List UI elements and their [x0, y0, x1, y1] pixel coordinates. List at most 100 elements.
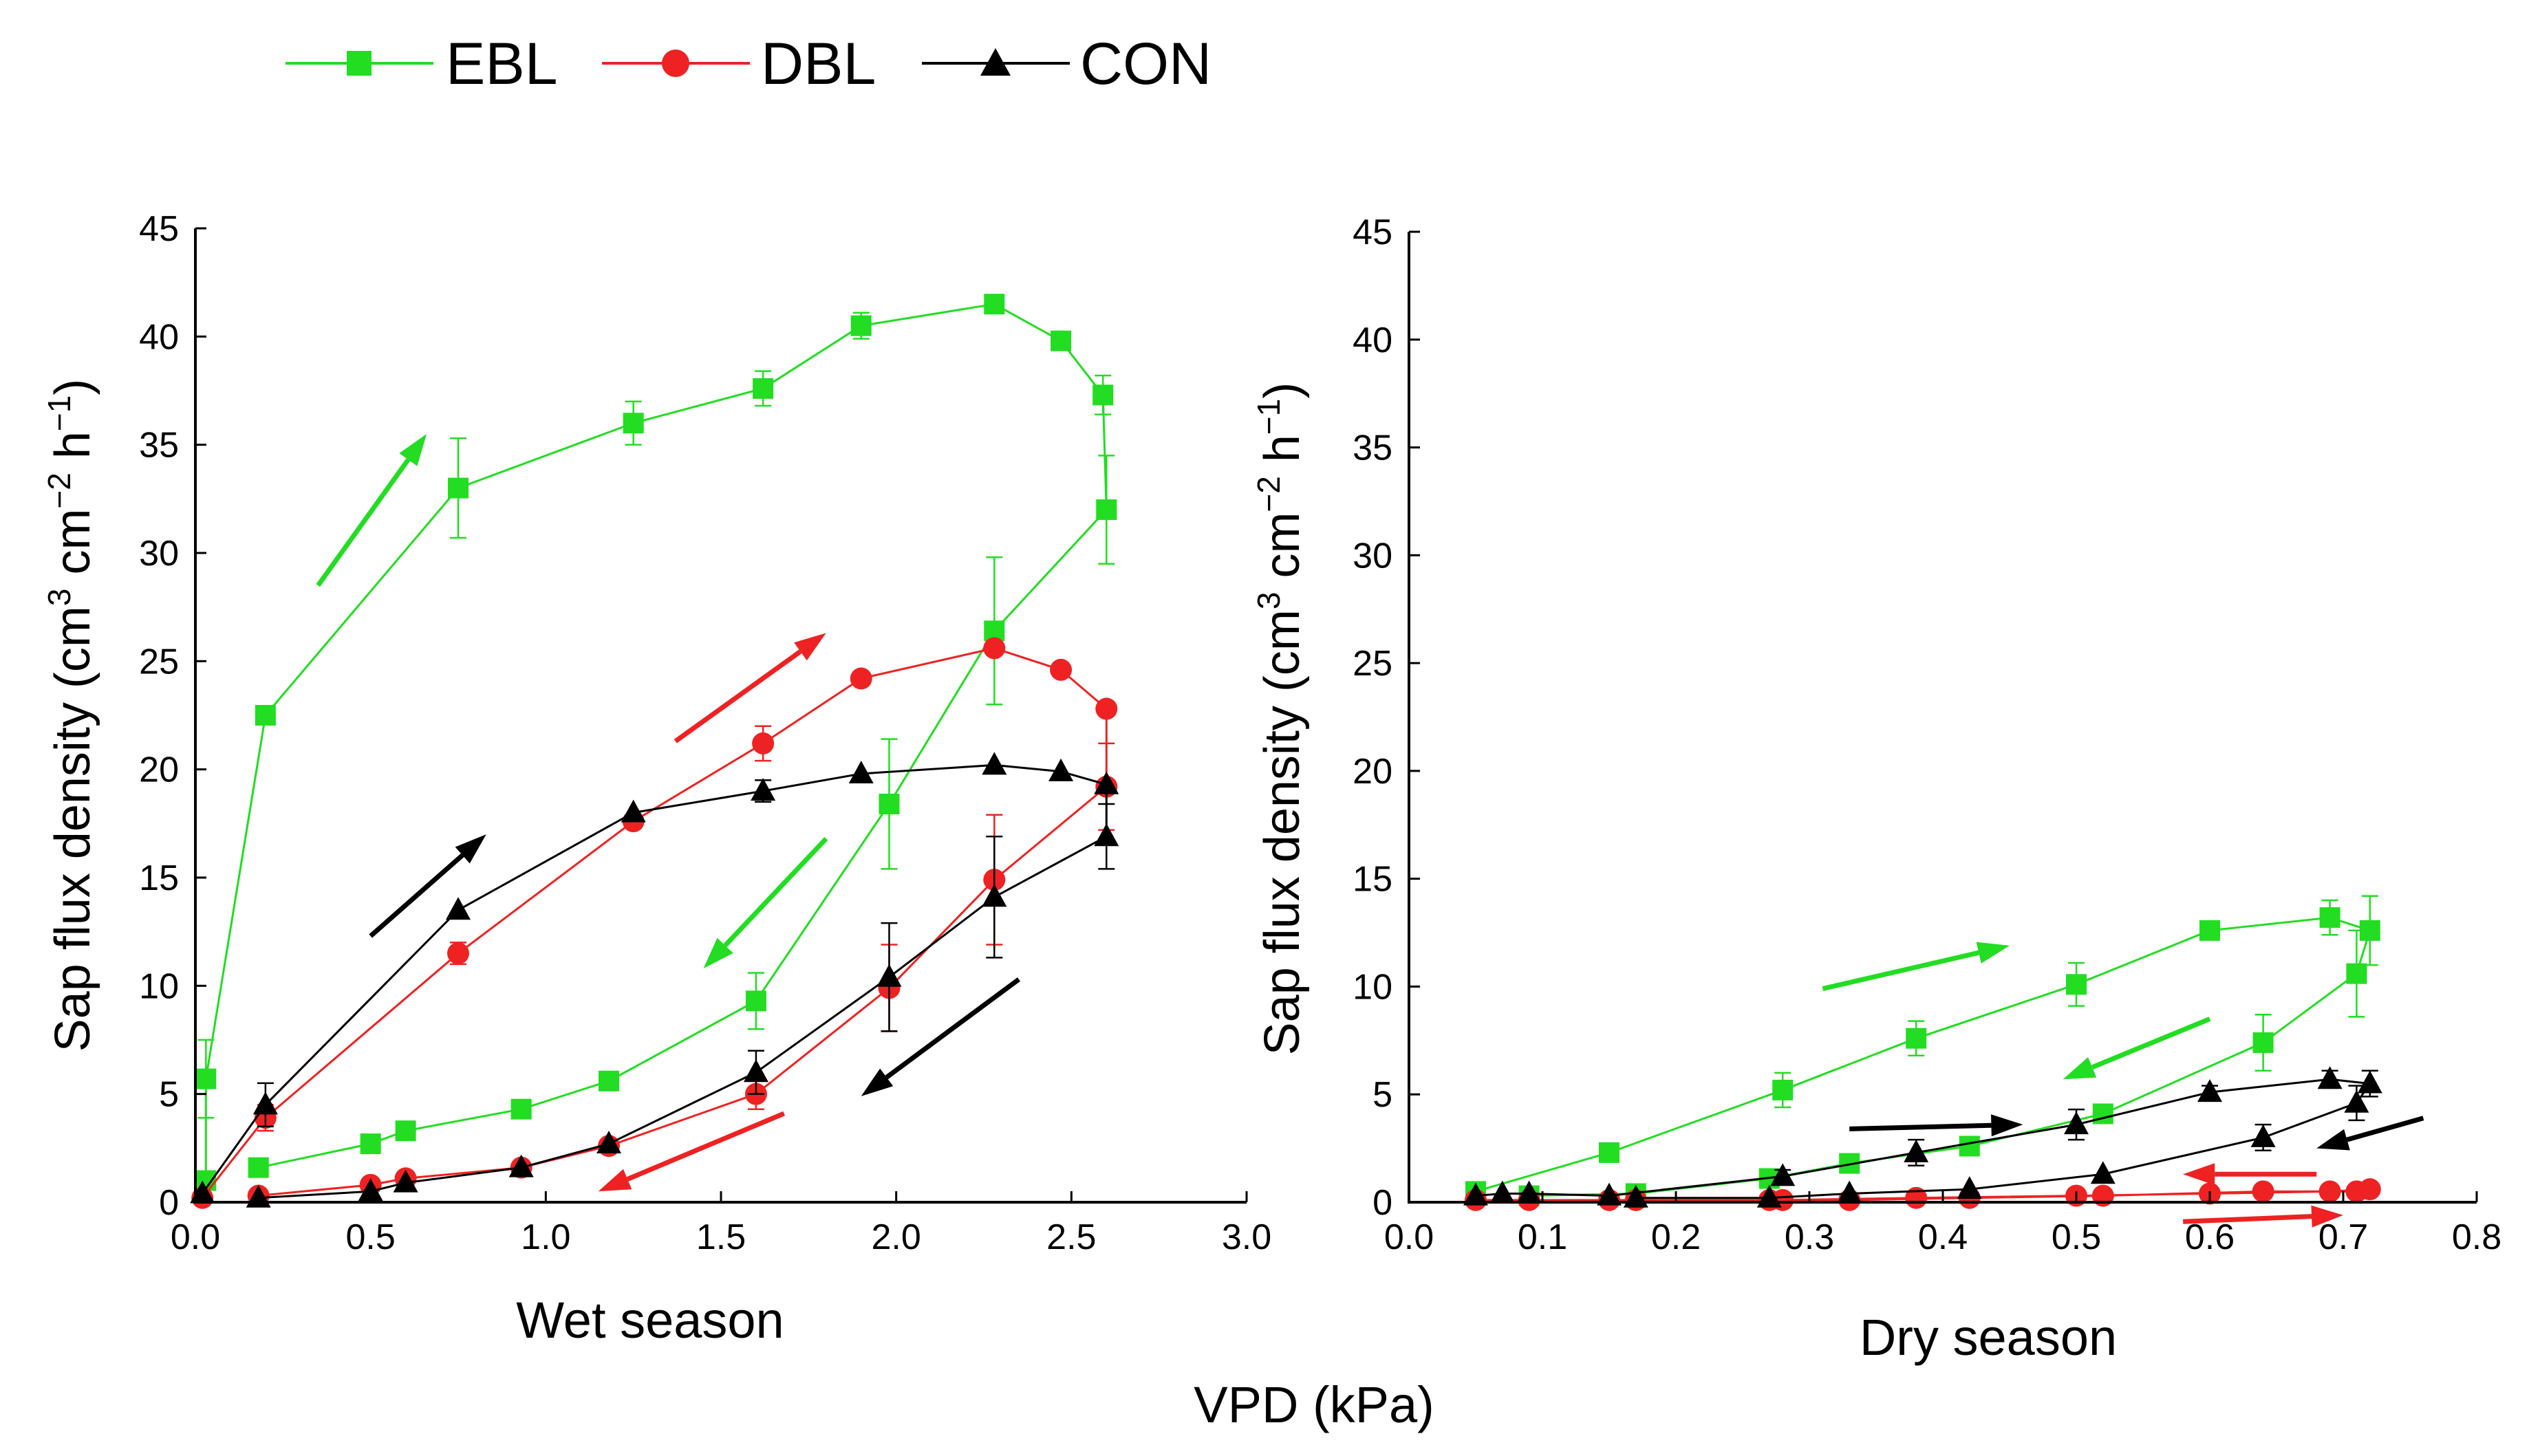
dry-y-tick-label: 35 — [1353, 428, 1392, 468]
wet-x-tick-label: 2.0 — [872, 1217, 921, 1257]
data-point-con — [1048, 758, 1074, 781]
wet-series-ebl — [195, 294, 1117, 1191]
data-point-ebl — [510, 1098, 532, 1120]
data-point-con — [1094, 771, 1119, 794]
dry-y-tick-label: 40 — [1353, 320, 1392, 360]
data-point-ebl — [1599, 1142, 1619, 1163]
data-point-con — [2197, 1079, 2222, 1102]
data-point-ebl — [2092, 1103, 2113, 1124]
trend-arrowhead-con — [2316, 1129, 2350, 1151]
legend-marker-dbl — [662, 50, 689, 77]
legend-label-con: CON — [1080, 31, 1212, 97]
wet-x-tick-label: 0.5 — [346, 1217, 396, 1257]
wet-line-dbl — [202, 646, 1108, 1199]
dry-x-tick-label: 0.4 — [1918, 1217, 1968, 1257]
trend-arrow-ebl — [316, 458, 411, 587]
dry-x-tick-label: 0.1 — [1518, 1217, 1567, 1257]
common-x-axis-title: VPD (kPa) — [1194, 1376, 1434, 1433]
trend-arrow-con — [369, 853, 464, 938]
wet-series-con — [190, 752, 1119, 1208]
legend-label-dbl: DBL — [761, 31, 876, 97]
data-point-dbl — [1095, 697, 1118, 720]
wet-y-axis-title: Sap flux density (cm3 cm−2 h−1) — [41, 379, 100, 1052]
data-point-ebl — [753, 378, 774, 399]
legend-item-ebl: EBL — [286, 31, 558, 97]
data-point-con — [1094, 823, 1119, 847]
trend-arrow-dbl — [674, 649, 802, 743]
data-point-ebl — [2359, 920, 2380, 941]
legend-item-con: CON — [922, 31, 1212, 97]
data-point-con — [982, 884, 1007, 907]
dry-x-tick-label: 0.7 — [2318, 1217, 2368, 1257]
wet-y-tick-label: 0 — [159, 1183, 179, 1223]
trend-arrowhead-dbl — [2311, 1205, 2343, 1228]
trend-arrowhead-dbl — [2183, 1163, 2215, 1186]
dry-x-tick-label: 0.5 — [2052, 1217, 2101, 1257]
data-point-con — [1597, 1182, 1622, 1206]
wet-series-dbl — [191, 637, 1118, 1209]
trend-arrowhead-ebl — [703, 937, 733, 969]
dry-y-tick-label: 30 — [1353, 536, 1392, 576]
dry-x-axis-title: Dry season — [1860, 1309, 2117, 1366]
data-point-ebl — [745, 990, 766, 1012]
dry-x-tick-label: 0.3 — [1785, 1217, 1834, 1257]
wet-season-marks — [190, 294, 1119, 1209]
legend: EBL DBL CON — [286, 31, 1212, 97]
data-point-ebl — [448, 477, 469, 499]
data-point-con — [2090, 1161, 2116, 1184]
wet-x-tick-label: 0.0 — [171, 1217, 220, 1257]
dry-y-tick-label: 15 — [1353, 860, 1392, 900]
wet-ticks: 0.0 0.5 1.0 1.5 2.0 2.5 3.0 0 5 10 15 20 25 30 35 40 45 — [139, 209, 1271, 1257]
data-point-con — [848, 760, 874, 783]
data-point-ebl — [1772, 1079, 1794, 1100]
data-point-ebl — [984, 294, 1005, 315]
data-point-dbl — [752, 732, 775, 754]
data-point-con — [2344, 1089, 2369, 1113]
data-point-con — [743, 1059, 768, 1083]
dry-y-tick-label: 20 — [1353, 752, 1392, 792]
dry-season-panel: 0.0 0.1 0.2 0.3 0.4 0.5 0.6 0.7 0.8 0 5 10 15 20 25 30 3… — [1251, 213, 2501, 1366]
data-point-ebl — [2066, 974, 2087, 995]
dry-x-tick-label: 0.0 — [1384, 1217, 1434, 1257]
wet-x-tick-label: 1.5 — [696, 1217, 746, 1257]
data-point-ebl — [360, 1133, 381, 1155]
trend-arrowhead-ebl — [2063, 1056, 2097, 1080]
data-point-dbl — [1050, 658, 1073, 681]
data-point-ebl — [623, 413, 644, 434]
data-point-dbl — [447, 942, 469, 965]
dry-line-con — [1475, 1078, 2372, 1199]
legend-marker-ebl — [347, 51, 372, 76]
data-point-con — [252, 1091, 278, 1115]
data-point-con — [1837, 1180, 1862, 1204]
wet-y-tick-label: 45 — [139, 209, 179, 249]
wet-y-tick-label: 30 — [139, 534, 179, 574]
data-point-con — [1770, 1163, 1796, 1186]
wet-y-tick-label: 20 — [139, 750, 179, 790]
trend-arrow-con — [2346, 1116, 2424, 1142]
data-point-con — [1904, 1139, 1929, 1162]
data-point-con — [446, 897, 471, 920]
wet-y-tick-label: 5 — [159, 1075, 179, 1115]
data-point-dbl — [2345, 1180, 2368, 1203]
data-point-dbl — [983, 637, 1006, 660]
trend-arrowhead-dbl — [598, 1169, 632, 1192]
data-point-con — [621, 799, 646, 823]
dry-series-con — [1463, 1066, 2382, 1208]
data-point-ebl — [255, 705, 276, 726]
legend-label-ebl: EBL — [446, 31, 558, 97]
data-point-ebl — [248, 1157, 269, 1178]
trend-arrow-dbl — [626, 1111, 786, 1182]
data-point-ebl — [195, 1068, 217, 1089]
data-point-con — [358, 1178, 383, 1202]
wet-y-tick-label: 40 — [139, 317, 179, 357]
wet-x-tick-label: 3.0 — [1222, 1217, 1271, 1257]
trend-arrow-ebl — [2091, 1017, 2211, 1070]
wet-y-tick-label: 25 — [139, 642, 179, 682]
data-point-con — [1957, 1176, 1982, 1199]
data-point-con — [393, 1169, 418, 1193]
trend-arrow-con — [1849, 1122, 1992, 1131]
dry-season-marks — [1463, 895, 2424, 1228]
dry-x-tick-label: 0.8 — [2452, 1217, 2501, 1257]
wet-line-ebl — [204, 303, 1108, 1181]
dry-y-tick-label: 0 — [1373, 1183, 1392, 1223]
